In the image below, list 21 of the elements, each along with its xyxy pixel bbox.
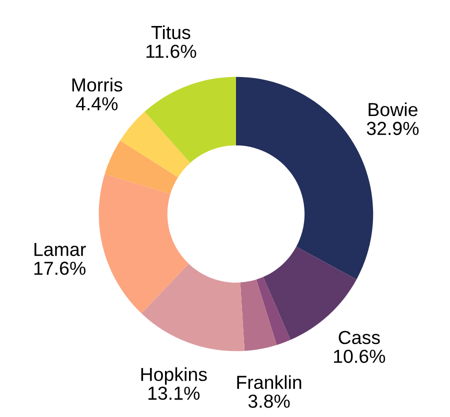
data-label: 32.9% xyxy=(366,122,419,136)
donut-slice xyxy=(256,276,290,345)
slice-label: Lamar xyxy=(34,242,86,256)
data-label: 17.6% xyxy=(34,262,86,275)
donut-slice xyxy=(141,264,245,352)
slice-label: Franklin xyxy=(237,375,302,390)
donut-slice xyxy=(104,140,178,194)
data-label: 3.8% xyxy=(248,394,290,408)
donut-slice xyxy=(240,279,277,351)
slice-label: Titus xyxy=(151,25,190,40)
donut-slice xyxy=(98,174,189,314)
data-label: 10.6% xyxy=(334,350,386,363)
slice-label: Morris xyxy=(72,78,122,92)
donut-slice xyxy=(120,112,190,178)
slice-label: Bowie xyxy=(368,102,418,116)
data-label: 4.4% xyxy=(76,97,118,110)
data-label: 11.6% xyxy=(146,44,196,58)
data-label: 13.1% xyxy=(148,386,200,400)
slice-label: Hopkins xyxy=(141,367,207,385)
slice-label: Cass xyxy=(338,330,380,344)
donut-slice xyxy=(144,76,236,163)
